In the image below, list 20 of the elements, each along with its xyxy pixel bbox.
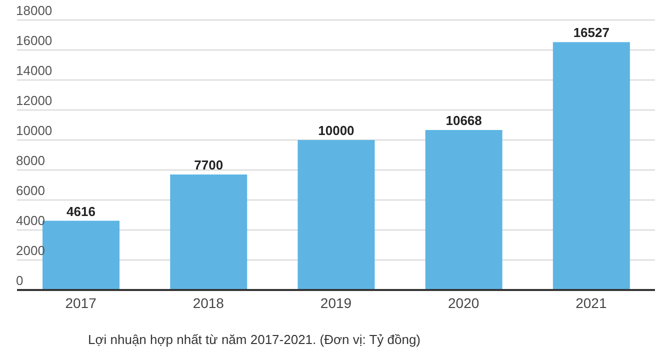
x-tick-label: 2018 — [192, 294, 224, 311]
data-label: 16527 — [573, 25, 610, 40]
data-label: 10000 — [318, 123, 354, 138]
data-label: 4616 — [66, 204, 96, 219]
x-tick-label: 2017 — [65, 294, 97, 311]
x-tick-label: 2021 — [576, 294, 607, 311]
y-tick-label: 6000 — [16, 183, 45, 198]
y-tick-label: 4000 — [16, 213, 45, 228]
y-tick-label: 18000 — [16, 3, 52, 18]
y-tick-label: 16000 — [16, 33, 52, 48]
y-tick-label: 8000 — [16, 153, 45, 168]
data-label: 10668 — [446, 112, 482, 128]
y-tick-label: 0 — [16, 273, 24, 288]
text: Lợi nhuận hợp nhất từ năm 2017-2021. (Đơn vị: Tỷ đồng) — [88, 332, 421, 347]
x-tick-label: 2020 — [448, 294, 480, 311]
y-tick-label: 10000 — [16, 123, 52, 138]
x-tick-label: 2019 — [320, 294, 352, 311]
y-tick-label: 12000 — [16, 93, 52, 108]
y-tick-label: 14000 — [16, 63, 52, 78]
data-label: 7700 — [194, 158, 224, 172]
